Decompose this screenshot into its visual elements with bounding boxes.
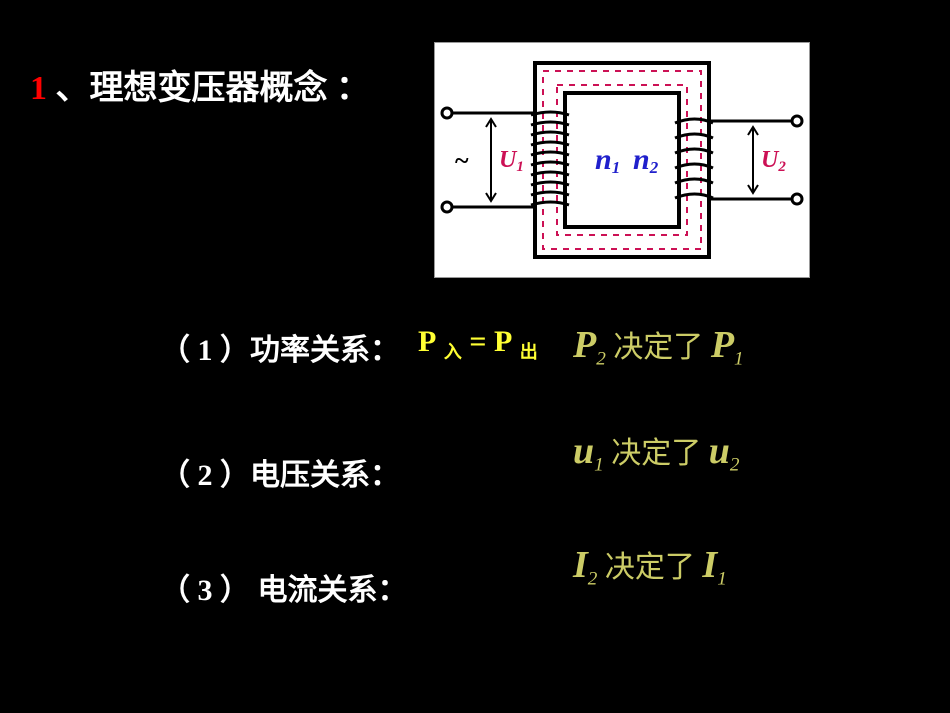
u2-label: U2	[761, 147, 786, 175]
slide: 1 、理想变压器概念 ：	[0, 0, 950, 713]
row-2-label: （ 2 ）电压关系：	[160, 450, 400, 494]
title-text: 理想变压器概念	[90, 70, 328, 107]
power-equals: =	[469, 325, 486, 358]
power-sub-in: 入	[444, 342, 462, 362]
title-number: 1	[30, 70, 47, 107]
rel2-det: 决定了	[604, 437, 709, 470]
rel3-det: 决定了	[597, 551, 702, 584]
transformer-svg: ~ U1 U2 n1 n2	[435, 43, 809, 277]
rel1-sub-a: 2	[596, 348, 606, 369]
primary-terminal-top	[442, 108, 452, 118]
row-3-label: （ 3 ） 电流关系：	[160, 565, 408, 609]
title-colon: ：	[328, 70, 371, 107]
n2-label: n2	[633, 143, 659, 177]
relation-voltage: u1 决定了 u2	[573, 428, 739, 476]
rel3-sym-b: I	[702, 544, 717, 586]
rel1-sub-b: 1	[734, 348, 744, 369]
power-sub-out: 出	[520, 342, 538, 362]
relation-current: I2 决定了 I1	[573, 542, 727, 590]
slide-title: 1 、理想变压器概念 ：	[30, 60, 370, 109]
row-1-label: （ 1 ）功率关系：	[160, 325, 400, 369]
transformer-diagram: ~ U1 U2 n1 n2	[434, 42, 810, 278]
power-P-out: P	[494, 325, 512, 358]
title-sep: 、	[47, 70, 90, 107]
secondary-terminal-bottom	[792, 194, 802, 204]
relation-power: P2 决定了 P1	[573, 322, 744, 370]
rel2-sub-b: 2	[730, 454, 740, 475]
power-P-in: P	[418, 325, 436, 358]
u1-arrow	[486, 119, 496, 201]
secondary-terminal-top	[792, 116, 802, 126]
tilde-label: ~	[455, 146, 469, 175]
flux-line-inner	[557, 85, 687, 235]
rel3-sym-a: I	[573, 544, 588, 586]
u1-label: U1	[499, 147, 524, 175]
rel2-sub-a: 1	[594, 454, 604, 475]
rel2-sym-a: u	[573, 430, 594, 472]
rel1-det: 决定了	[606, 331, 711, 364]
rel1-sym-b: P	[711, 324, 734, 366]
rel2-sym-b: u	[709, 430, 730, 472]
rel1-sym-a: P	[573, 324, 596, 366]
n1-label: n1	[595, 143, 620, 177]
rel3-sub-b: 1	[717, 568, 727, 589]
rel3-sub-a: 2	[588, 568, 598, 589]
core-inner	[565, 93, 679, 227]
u2-arrow	[748, 127, 758, 193]
primary-terminal-bottom	[442, 202, 452, 212]
power-equation: P 入 = P 出	[418, 325, 538, 364]
